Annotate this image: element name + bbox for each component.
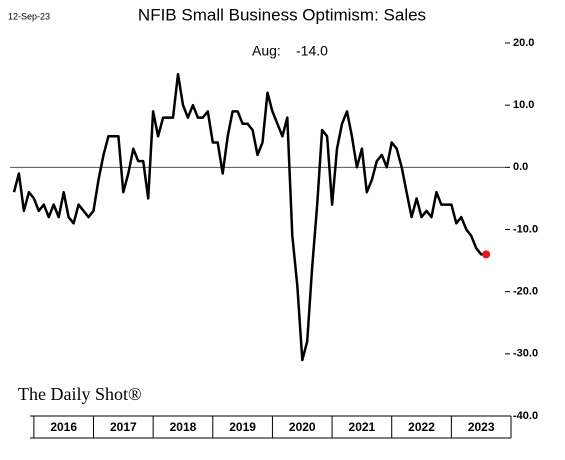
x-tick-label: 2023 [468, 420, 495, 434]
x-tick-label: 2019 [229, 420, 256, 434]
y-tick-label: -10.0 [513, 223, 538, 235]
last-point [482, 250, 491, 259]
y-tick-label: -40.0 [513, 410, 538, 422]
annotation-label: Aug: [252, 43, 281, 59]
series-line [12, 72, 487, 362]
source-logo: The Daily Shot® [18, 384, 142, 404]
y-tick-label: -20.0 [513, 286, 538, 298]
x-tick-label: 2020 [289, 420, 316, 434]
date-note: 12-Sep-23 [8, 11, 50, 21]
y-tick-label: -30.0 [513, 348, 538, 360]
x-tick-label: 2016 [50, 420, 77, 434]
y-tick-label: 20.0 [513, 37, 534, 49]
x-tick-label: 2021 [349, 420, 376, 434]
x-tick-label: 2022 [408, 420, 435, 434]
annotation-value: -14.0 [296, 43, 328, 59]
chart-title: NFIB Small Business Optimism: Sales [138, 5, 426, 24]
x-tick-label: 2018 [170, 420, 197, 434]
y-tick-label: 0.0 [513, 161, 528, 173]
y-tick-label: 10.0 [513, 99, 534, 111]
x-tick-label: 2017 [110, 420, 137, 434]
